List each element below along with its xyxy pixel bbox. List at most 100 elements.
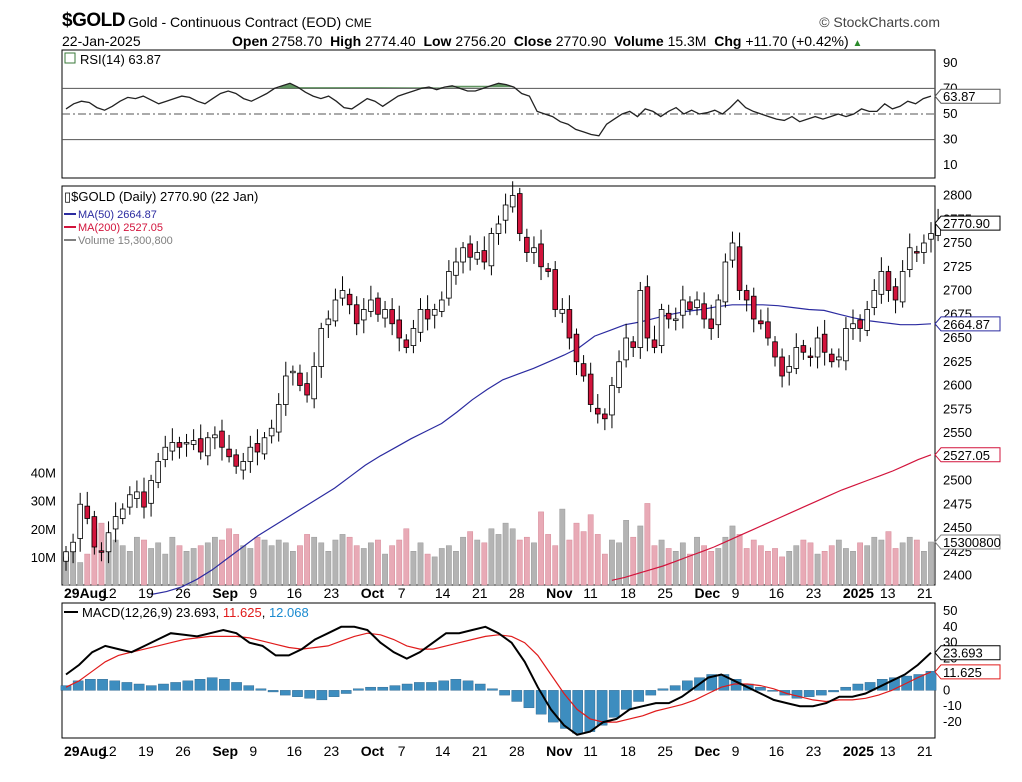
rsi-last-value-box: [934, 88, 1001, 104]
volume-bar: [928, 541, 934, 586]
volume-bar: [828, 545, 835, 586]
ma50-last-value: 2664.87: [943, 317, 990, 332]
candle-body: [197, 438, 204, 453]
price-tick-label: 2400: [943, 568, 972, 583]
date-axis-bottom-label: 23: [806, 743, 822, 759]
date-axis-top-label: Nov: [546, 585, 573, 601]
volume-bar: [651, 545, 658, 586]
candle-body: [368, 299, 374, 312]
volume-bar: [835, 539, 842, 586]
candle-body: [814, 337, 821, 358]
macd-tick-label: 50: [943, 603, 957, 618]
date-axis-bottom-label: 28: [509, 743, 525, 759]
candle-body: [602, 413, 608, 420]
candle-body: [630, 341, 636, 348]
macd-histogram-bar: [608, 690, 620, 718]
price-tick-label: 2450: [943, 520, 972, 535]
ohlc-summary: Open 2758.70 High 2774.40 Low 2756.20 Cl…: [232, 33, 862, 49]
candle-body: [502, 204, 509, 221]
open-label: Open: [232, 33, 268, 49]
macd-histogram-bar: [170, 682, 181, 691]
candle-body: [453, 261, 459, 276]
macd-histogram-bar: [572, 690, 583, 734]
volume-tick-label: 20M: [31, 522, 56, 537]
volume-bar: [233, 534, 240, 586]
high-value: 2774.40: [365, 33, 416, 49]
volume-bar: [573, 522, 580, 586]
volume-bar: [694, 536, 700, 586]
volume-bar: [864, 545, 871, 586]
macd-histogram-bar: [243, 685, 255, 691]
candle-body: [559, 309, 566, 314]
candle-body: [183, 442, 190, 445]
macd-histogram-bar: [682, 680, 693, 691]
candle-body: [524, 236, 530, 253]
macd-histogram-bar: [633, 690, 644, 702]
macd-histogram-bar: [145, 685, 157, 691]
ma200-last-value-box: [934, 447, 1001, 463]
date-axis-top-label: 7: [398, 585, 406, 601]
candle-body: [290, 370, 296, 374]
price-tick-label: 2700: [943, 283, 972, 298]
candle-body: [361, 309, 367, 321]
macd-histogram-bar: [377, 686, 389, 691]
candle-body: [694, 299, 700, 308]
candle-body: [91, 516, 98, 548]
candle-body: [446, 271, 452, 299]
date-axis-bottom-label: Oct: [361, 743, 385, 759]
ma50-line: [150, 304, 932, 596]
candle-body: [119, 508, 126, 519]
volume-bar: [779, 556, 785, 586]
macd-histogram-bar: [438, 680, 449, 691]
macd-title: MACD(12,26,9) 23.693, 11.625, 12.068: [82, 605, 309, 620]
volume-bar: [502, 522, 509, 586]
candle-body: [304, 383, 310, 396]
volume-bar: [552, 545, 559, 586]
macd-histogram-bar: [523, 690, 535, 709]
candle-body: [708, 318, 714, 329]
date-axis-bottom-label: 16: [769, 743, 785, 759]
price-last-close: 2770.90: [943, 216, 990, 231]
candle-body: [921, 242, 927, 253]
volume-bar: [750, 539, 757, 586]
volume-bar: [807, 542, 814, 586]
macd-histogram-bar: [669, 685, 681, 691]
candle-body: [722, 261, 729, 303]
macd-histogram-bar: [718, 674, 730, 691]
candle-body: [396, 319, 403, 339]
volume-bar: [708, 551, 715, 586]
candle-body: [275, 404, 282, 433]
volume-bar: [495, 534, 502, 586]
volume-bar: [616, 542, 622, 586]
candle-body: [460, 247, 466, 263]
candle-body: [672, 318, 679, 321]
macd-histogram-bar: [109, 680, 121, 691]
macd-signal-value: 11.625: [223, 605, 262, 620]
volume-bar: [77, 562, 84, 586]
volume-bar: [715, 548, 722, 586]
quote-date: 22-Jan-2025: [62, 33, 141, 49]
volume-bar: [453, 551, 459, 586]
volume-bar: [850, 551, 856, 586]
candle-body: [928, 233, 934, 240]
date-axis-top-label: 14: [435, 585, 451, 601]
volume-bar: [594, 534, 601, 586]
macd-histogram-bar: [803, 690, 815, 697]
volume-tick-label: 40M: [31, 466, 56, 481]
volume-bar: [800, 539, 807, 586]
price-panel: 2400242524502475250025252550257526002625…: [31, 181, 1001, 601]
candle-body: [240, 461, 247, 471]
macd-histogram-bar: [852, 683, 864, 691]
candle-body: [332, 299, 339, 322]
price-tick-label: 2575: [943, 401, 972, 416]
contract-description: Gold - Continuous Contract (EOD) CME: [128, 14, 372, 30]
macd-panel: -20-100102030405023.69311.625MACD(12,26,…: [60, 602, 1001, 739]
candle-body: [545, 268, 551, 272]
candle-body: [318, 328, 325, 367]
candle-body: [339, 290, 346, 299]
volume-bar: [488, 528, 495, 586]
low-value: 2756.20: [455, 33, 506, 49]
candle-body: [623, 337, 629, 361]
macd-tick-label: 40: [943, 619, 957, 634]
volume-bar: [247, 548, 254, 586]
